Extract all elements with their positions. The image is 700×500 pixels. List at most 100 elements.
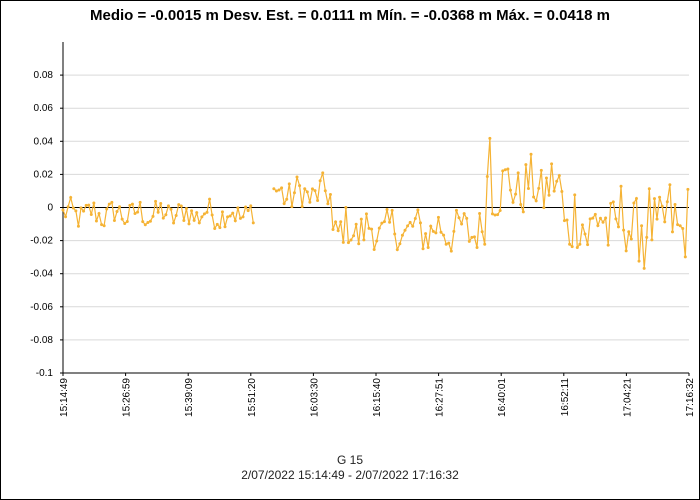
data-point	[485, 175, 489, 179]
data-point	[115, 210, 119, 214]
x-tick-label: 16:15:40	[372, 378, 383, 417]
data-point	[586, 243, 590, 247]
data-point	[208, 197, 212, 201]
data-point	[526, 186, 530, 190]
data-point	[645, 235, 649, 239]
data-point	[69, 196, 73, 200]
data-point	[123, 221, 127, 225]
data-point	[346, 241, 350, 245]
data-point	[467, 239, 471, 243]
data-point	[400, 233, 404, 237]
data-point	[398, 242, 402, 246]
data-point	[148, 219, 152, 223]
data-point	[529, 152, 533, 156]
data-point	[406, 224, 410, 228]
data-point	[133, 212, 137, 216]
x-tick-label: 17:16:32	[685, 378, 696, 417]
data-point	[107, 202, 111, 206]
data-point	[375, 239, 379, 243]
x-range-label: 2/07/2022 15:14:49 - 2/07/2022 17:16:32	[241, 468, 459, 482]
x-tick-label: 15:26:59	[122, 378, 133, 417]
data-point	[64, 215, 68, 219]
data-point	[321, 171, 325, 175]
data-point	[616, 225, 620, 229]
data-point	[627, 230, 631, 234]
data-point	[84, 203, 88, 207]
data-point	[354, 222, 358, 226]
data-point	[550, 162, 554, 166]
data-point	[318, 179, 322, 183]
data-point	[305, 190, 309, 194]
data-point	[110, 200, 114, 204]
data-point	[501, 169, 505, 173]
data-point	[668, 183, 672, 187]
data-point	[665, 200, 669, 204]
y-tick-label: -0.04	[30, 269, 53, 280]
y-tick-label: -0.1	[36, 368, 54, 379]
data-point	[244, 205, 248, 209]
data-point	[292, 191, 296, 195]
data-point	[172, 221, 176, 225]
y-tick-label: 0.06	[34, 103, 54, 114]
data-point	[89, 212, 93, 216]
data-point	[61, 208, 65, 212]
data-point	[272, 187, 276, 191]
y-tick-label: 0.08	[34, 70, 54, 81]
data-point	[647, 187, 651, 191]
data-point	[179, 204, 183, 208]
data-point	[298, 184, 302, 188]
data-point	[580, 223, 584, 227]
data-point	[136, 210, 140, 214]
data-point	[514, 192, 518, 196]
y-tick-label: 0.02	[34, 169, 54, 180]
data-point	[511, 200, 515, 204]
x-axis-label: G 15	[336, 453, 363, 467]
data-point	[210, 213, 214, 217]
data-point	[100, 223, 104, 227]
x-tick-label: 15:51:20	[247, 378, 258, 417]
data-point	[159, 201, 163, 205]
data-point	[192, 218, 196, 222]
data-point	[663, 220, 667, 224]
data-point	[583, 232, 587, 236]
data-point	[408, 220, 412, 224]
data-point	[241, 215, 245, 219]
data-point	[380, 221, 384, 225]
data-point	[604, 216, 608, 220]
data-point	[601, 220, 605, 224]
data-point	[454, 208, 458, 212]
data-point	[138, 200, 142, 204]
data-point	[539, 168, 543, 172]
data-point	[341, 240, 345, 244]
data-point	[372, 247, 376, 251]
data-point	[442, 233, 446, 237]
x-tick-label: 16:40:01	[497, 378, 508, 417]
data-point	[339, 220, 343, 224]
data-point	[395, 248, 399, 252]
data-point	[465, 216, 469, 220]
data-point	[303, 187, 307, 191]
data-point	[434, 231, 438, 235]
data-point	[277, 188, 281, 192]
data-point	[614, 217, 618, 221]
data-point	[640, 224, 644, 228]
data-point	[367, 226, 371, 230]
x-tick-label: 16:27:51	[435, 378, 446, 417]
data-point	[334, 220, 338, 224]
data-point	[557, 174, 561, 178]
data-point	[565, 218, 569, 222]
data-point	[660, 204, 664, 208]
data-point	[498, 209, 502, 213]
data-point	[79, 206, 83, 210]
data-point	[118, 205, 122, 209]
data-point	[349, 238, 353, 242]
data-point	[611, 200, 615, 204]
data-point	[74, 209, 78, 213]
data-point	[475, 245, 479, 249]
data-point	[125, 219, 129, 223]
x-tick-label: 16:03:30	[309, 378, 320, 417]
data-point	[105, 207, 109, 211]
data-point	[280, 186, 284, 190]
data-point	[184, 207, 188, 211]
